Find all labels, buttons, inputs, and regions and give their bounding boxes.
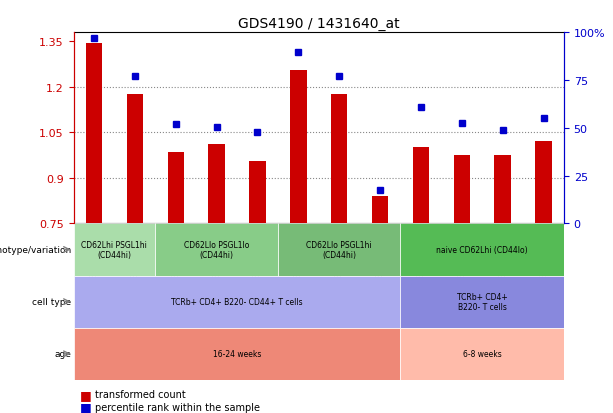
Bar — [249, 162, 265, 224]
Title: GDS4190 / 1431640_at: GDS4190 / 1431640_at — [238, 17, 400, 31]
Text: ■: ■ — [80, 400, 91, 413]
Text: cell type: cell type — [32, 297, 72, 306]
FancyBboxPatch shape — [400, 224, 564, 276]
Bar — [535, 142, 552, 224]
Bar — [372, 197, 388, 224]
Text: percentile rank within the sample: percentile rank within the sample — [95, 402, 260, 412]
FancyBboxPatch shape — [155, 224, 278, 276]
FancyBboxPatch shape — [400, 328, 564, 380]
Bar — [331, 95, 348, 224]
Text: CD62Llo PSGL1hi
(CD44hi): CD62Llo PSGL1hi (CD44hi) — [306, 240, 372, 259]
Bar — [167, 153, 184, 224]
Text: TCRb+ CD4+ B220- CD44+ T cells: TCRb+ CD4+ B220- CD44+ T cells — [171, 297, 303, 306]
Text: age: age — [55, 349, 72, 358]
Bar — [86, 44, 102, 224]
Bar — [127, 95, 143, 224]
Text: genotype/variation: genotype/variation — [0, 245, 72, 254]
FancyBboxPatch shape — [400, 276, 564, 328]
Bar — [454, 156, 470, 224]
FancyBboxPatch shape — [74, 328, 400, 380]
Bar — [208, 145, 225, 224]
Text: CD62Lhi PSGL1hi
(CD44hi): CD62Lhi PSGL1hi (CD44hi) — [82, 240, 147, 259]
Text: 6-8 weeks: 6-8 weeks — [463, 349, 501, 358]
Text: CD62Llo PSGL1lo
(CD44hi): CD62Llo PSGL1lo (CD44hi) — [184, 240, 249, 259]
Text: transformed count: transformed count — [95, 389, 186, 399]
FancyBboxPatch shape — [278, 224, 400, 276]
FancyBboxPatch shape — [74, 276, 400, 328]
Text: 16-24 weeks: 16-24 weeks — [213, 349, 261, 358]
Bar — [495, 156, 511, 224]
Text: ■: ■ — [80, 388, 91, 401]
Bar — [413, 148, 429, 224]
FancyBboxPatch shape — [74, 224, 155, 276]
Text: naive CD62Lhi (CD44lo): naive CD62Lhi (CD44lo) — [436, 245, 528, 254]
Text: TCRb+ CD4+
B220- T cells: TCRb+ CD4+ B220- T cells — [457, 292, 508, 311]
Bar — [290, 71, 306, 224]
